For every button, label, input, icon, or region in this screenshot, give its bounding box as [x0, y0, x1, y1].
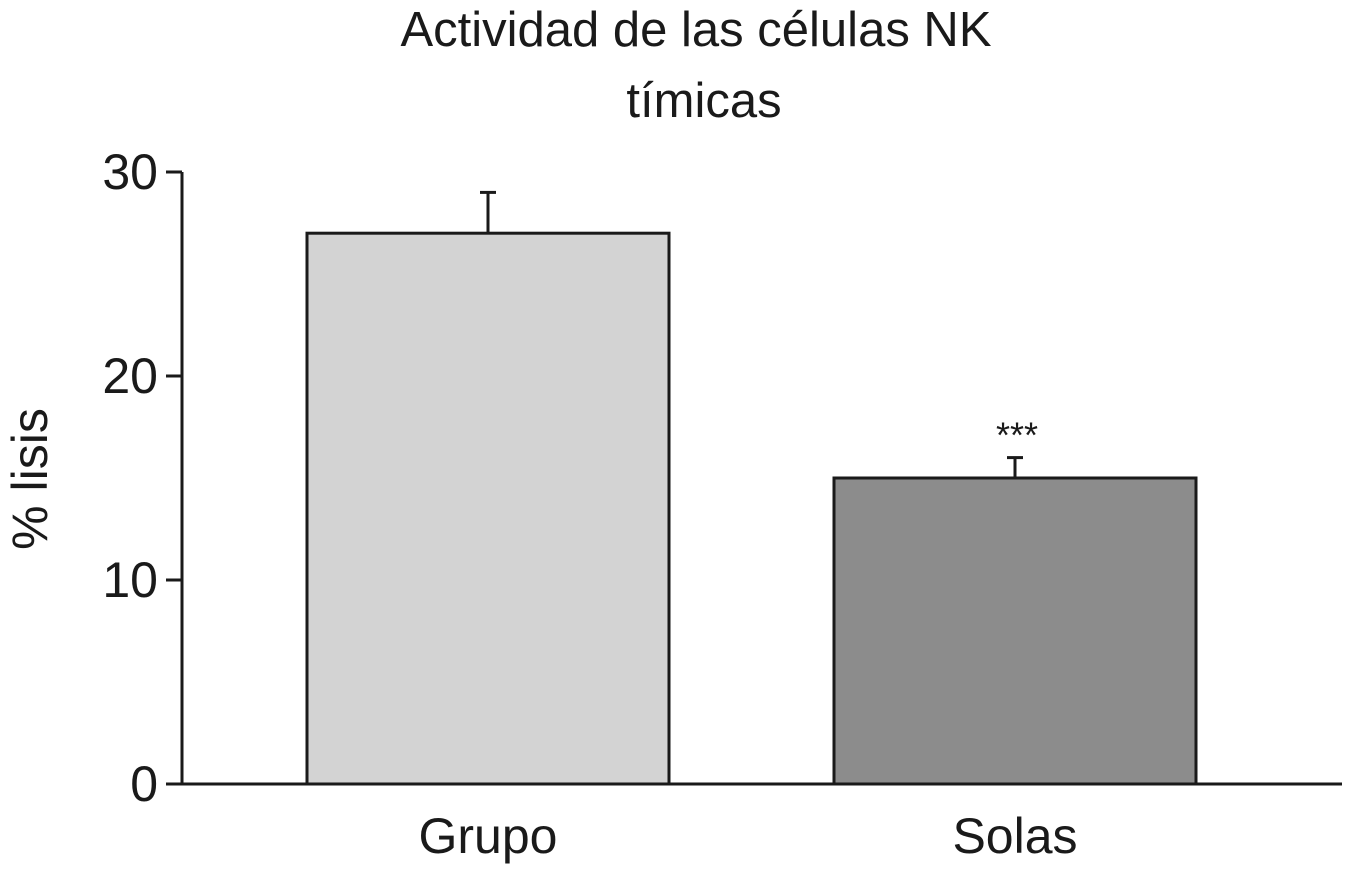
y-axis-label: % lisis	[2, 408, 58, 550]
axes-layer: Grupo Solas 0 10 20 30	[102, 144, 1342, 864]
x-tick-label-solas: Solas	[952, 808, 1077, 864]
x-tick-label-grupo: Grupo	[419, 808, 558, 864]
chart-title-line-1: Actividad de las células NK	[400, 3, 991, 57]
bars-layer: ***	[305, 190, 1198, 786]
bar-solas	[832, 476, 1198, 786]
y-tick-label-30: 30	[102, 144, 158, 200]
y-tick-label-10: 10	[102, 552, 158, 608]
significance-label-solas: ***	[996, 415, 1038, 456]
y-tick-label-20: 20	[102, 348, 158, 404]
y-tick-label-0: 0	[130, 756, 158, 812]
chart-title: Actividad de las células NK tímicas	[400, 3, 991, 128]
chart-title-line-2: tímicas	[626, 74, 781, 128]
bar-grupo	[305, 231, 671, 786]
